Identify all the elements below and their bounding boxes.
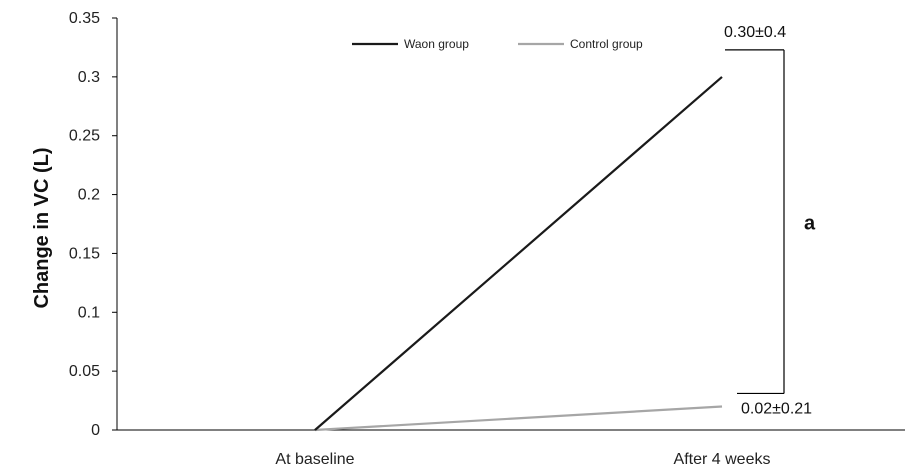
y-tick-label: 0.25 [69, 128, 100, 145]
legend: Waon group Control group [352, 37, 643, 51]
x-category-label: After 4 weeks [674, 451, 771, 468]
y-ticks: 0 0.05 0.1 0.15 0.2 0.25 0.3 0.35 [69, 10, 117, 439]
y-tick-label: 0.05 [69, 363, 100, 380]
y-tick-label: 0 [91, 422, 100, 439]
series-line [314, 405, 723, 432]
y-tick-label: 0.1 [78, 304, 100, 321]
x-category-label: At baseline [275, 451, 354, 468]
series-line [314, 76, 723, 431]
annotations: 0.30±0.4 0.02±0.21 a [724, 24, 816, 418]
control-end-label: 0.02±0.21 [741, 400, 812, 417]
y-tick-label: 0.15 [69, 245, 100, 262]
series-layer [314, 76, 723, 432]
x-categories: At baseline After 4 weeks [275, 451, 770, 468]
waon-end-label: 0.30±0.4 [724, 24, 786, 41]
y-tick-label: 0.3 [78, 69, 100, 86]
y-tick-label: 0.35 [69, 10, 100, 27]
legend-label: Control group [570, 37, 643, 51]
y-tick-label: 0.2 [78, 187, 100, 204]
y-axis-label: Change in VC (L) [31, 147, 53, 308]
legend-label: Waon group [404, 37, 469, 51]
axes [116, 18, 905, 431]
significance-label: a [804, 213, 816, 235]
